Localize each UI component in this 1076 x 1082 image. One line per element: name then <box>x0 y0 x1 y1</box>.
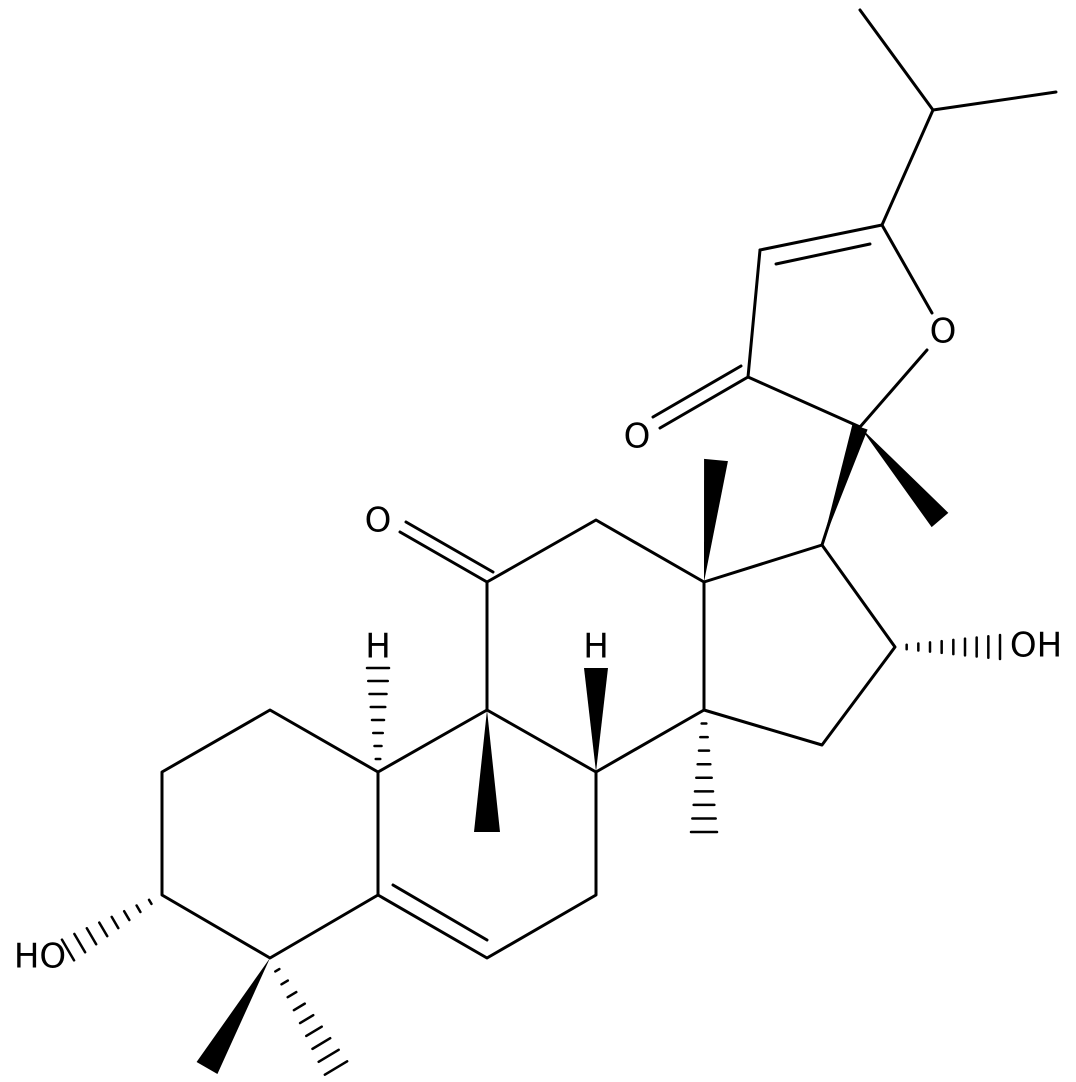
bond <box>746 248 862 429</box>
wedge-bond <box>704 458 728 582</box>
atom-label: H <box>583 627 609 667</box>
hash-line <box>60 938 76 962</box>
bond <box>651 364 743 419</box>
bond <box>880 223 934 315</box>
bond <box>404 520 495 574</box>
hash-bond <box>689 722 719 834</box>
hash-line <box>122 909 131 922</box>
bond <box>658 375 750 430</box>
hash-line <box>311 1036 332 1051</box>
atom-label: OH <box>1010 626 1062 666</box>
bond <box>160 708 489 960</box>
bond <box>376 770 598 960</box>
hash-line <box>323 1060 349 1076</box>
hash-line <box>135 904 142 914</box>
bond <box>391 883 489 942</box>
wedge-bond <box>822 424 868 545</box>
wedge-bond <box>860 427 949 528</box>
hash-line <box>147 898 153 906</box>
hash-line <box>298 1013 315 1025</box>
hash-bond <box>905 633 1002 661</box>
bond <box>858 8 1058 112</box>
bond <box>758 223 884 252</box>
bond <box>398 530 489 584</box>
hash-line <box>286 990 298 999</box>
atom-label: H <box>365 627 391 667</box>
hash-line <box>98 921 109 938</box>
bond <box>485 518 706 774</box>
atom-label: O <box>624 417 651 457</box>
bond <box>880 108 935 227</box>
atom-label: O <box>365 501 392 541</box>
bond <box>774 242 872 266</box>
bond <box>858 348 929 429</box>
wedge-bond <box>474 710 500 832</box>
hash-line <box>274 967 281 973</box>
hash-bond <box>274 967 349 1076</box>
atom-label: O <box>930 312 957 352</box>
wedge-bond <box>584 668 608 772</box>
hash-line <box>73 932 87 954</box>
atom-label: HO <box>14 937 66 977</box>
bond <box>702 543 897 747</box>
hash-line <box>280 979 290 986</box>
hash-bond <box>60 898 153 962</box>
hash-line <box>305 1025 323 1038</box>
hash-line <box>317 1048 340 1064</box>
hash-line <box>292 1002 307 1012</box>
bonds <box>160 8 1058 960</box>
hash-line <box>110 915 120 930</box>
hash-bond <box>365 666 391 761</box>
wedge-bond <box>196 958 270 1074</box>
hash-line <box>85 927 98 946</box>
